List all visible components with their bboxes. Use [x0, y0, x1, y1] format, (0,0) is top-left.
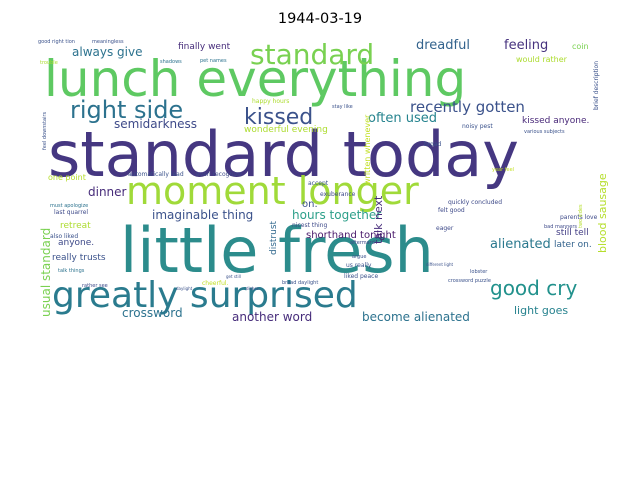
- word-kissed-anyone: kissed anyone.: [522, 116, 589, 126]
- word-must-apologize: must apologize: [50, 203, 88, 209]
- word-pet-names: pet names: [200, 58, 227, 64]
- word-another-word: another word: [232, 310, 312, 324]
- word-recently-gotten: recently gotten: [410, 98, 525, 116]
- word-even-recognize: even recognize: [196, 171, 242, 178]
- word-noisy-pest: noisy pest: [462, 123, 493, 130]
- word-aftermard: aftermard: [350, 240, 375, 246]
- word-standard-today: standard today: [48, 118, 519, 191]
- word-standard: standard: [250, 38, 374, 71]
- word-often-used: often used: [368, 111, 437, 126]
- word-written-whenever: written whenever: [363, 114, 372, 185]
- word-usual-standard: usual standard: [39, 228, 53, 317]
- word-retreat: retreat: [60, 221, 91, 231]
- word-kissed: kissed: [244, 105, 313, 130]
- word-anyone: anyone.: [58, 238, 94, 248]
- word-imaginable-thing: imaginable thing: [152, 208, 253, 222]
- word-always-give: always give: [72, 45, 142, 59]
- word-feeling: feeling: [504, 38, 548, 53]
- word-brief-description: brief description: [593, 61, 600, 110]
- chart-title: 1944-03-19: [277, 11, 363, 27]
- word-meaningless: meaningless: [92, 39, 124, 45]
- word-broad-daylight: broad daylight: [282, 280, 318, 286]
- word-exuberance: exuberance: [320, 191, 356, 198]
- word-alienated: alienated: [490, 237, 551, 252]
- word-become-alienated: become alienated: [362, 310, 470, 324]
- word-quickly-concluded: quickly concluded: [448, 199, 502, 206]
- word-would-rather: would rather: [516, 55, 568, 64]
- word-felt-good: felt good: [438, 207, 465, 214]
- word-accept: accept: [308, 180, 329, 187]
- word-various-subjects: various subjects: [524, 129, 565, 135]
- word-hours-together: hours together: [292, 208, 381, 222]
- word-crossword-puzzle: crossword puzzle: [448, 278, 491, 284]
- word-moment-longer: moment longer: [126, 169, 419, 213]
- word-talk-next: talk next: [372, 195, 385, 244]
- word-automatically-lead: automatically lead: [128, 171, 184, 178]
- word-eager: eager: [436, 225, 454, 232]
- word-daylight: daylight: [176, 286, 193, 291]
- word-shadows: shadows: [160, 59, 182, 65]
- word-crossword: crossword: [122, 306, 183, 320]
- word-coin: coin: [572, 42, 589, 51]
- word-later-on: later on.: [554, 240, 592, 250]
- word-cheerful: cheerful.: [202, 280, 229, 287]
- word-bad-manners: bad manners: [544, 224, 577, 230]
- word-right-side: right side: [70, 96, 183, 124]
- word-semidarkness: semidarkness: [114, 117, 197, 131]
- word-liked-peace: liked peace: [344, 273, 378, 280]
- word-rather-see: rather see: [82, 283, 108, 289]
- word-also-liked: also liked: [50, 233, 78, 240]
- word-distrust: distrust: [269, 220, 279, 255]
- word-greatly-surprised: greatly surprised: [52, 275, 358, 316]
- word-one-point: one point: [48, 173, 86, 182]
- word-argue: argue: [352, 254, 366, 260]
- word-finally-went: finally went: [178, 42, 231, 52]
- word-still-tell: still tell: [556, 228, 589, 238]
- word-blood-sausage: blood sausage: [596, 173, 609, 253]
- word-shorthand-tonight: shorthand tonight: [306, 230, 396, 241]
- word-stay-like: stay like: [332, 104, 353, 110]
- word-two-sides: two sides: [578, 204, 584, 228]
- word-last-quarrel: last quarrel: [54, 209, 88, 216]
- word-feel-downstairs: feel downstairs: [42, 112, 48, 150]
- word-nicest-thing: nicest thing: [292, 222, 327, 229]
- word-dinner: dinner: [88, 185, 127, 199]
- word-dishes: dishes: [246, 286, 259, 291]
- word-trouble: trouble: [40, 60, 58, 66]
- word-happy-hours: happy hours: [252, 98, 289, 105]
- word-light-goes: light goes: [514, 304, 568, 317]
- word-lobster: lobster: [470, 269, 488, 275]
- word-different-light: different light: [426, 262, 454, 267]
- word-good-right-tion: good right tion: [38, 39, 75, 45]
- word-us-really: us really: [346, 262, 372, 269]
- word-broad: broad: [424, 141, 441, 148]
- word-really-trusts: really trusts: [52, 253, 106, 263]
- word-wonderful-evening: wonderful evening: [244, 125, 328, 135]
- word-get-still: get still: [226, 274, 241, 279]
- word-parents-love: parents love: [560, 214, 598, 221]
- word-lunch-everything: lunch everything: [44, 50, 466, 108]
- word-talk-things: talk things: [58, 268, 85, 274]
- word-little-fresh: little fresh: [120, 214, 434, 287]
- word-on: on.: [302, 199, 318, 210]
- word-good-cry: good cry: [490, 276, 577, 300]
- word-year-feel: year feel: [492, 167, 514, 173]
- word-dreadful: dreadful: [416, 38, 470, 53]
